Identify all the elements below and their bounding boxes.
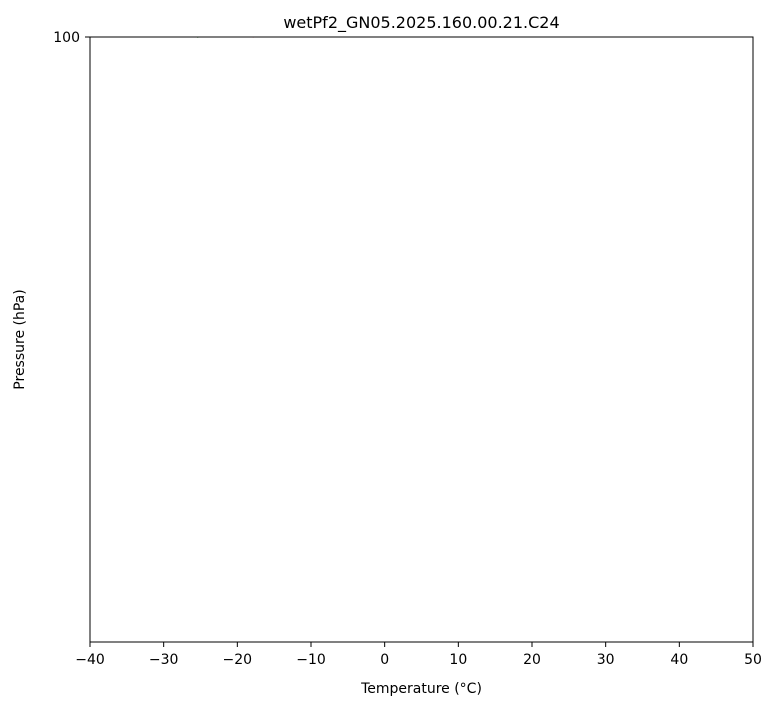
x-tick-label: 40 bbox=[670, 652, 688, 668]
x-tick-label: −40 bbox=[75, 652, 105, 668]
y-axis-label: Pressure (hPa) bbox=[12, 289, 28, 389]
x-tick-label: 10 bbox=[449, 652, 467, 668]
x-tick-label: −30 bbox=[149, 652, 179, 668]
chart-title: wetPf2_GN05.2025.160.00.21.C24 bbox=[283, 13, 559, 33]
x-tick-label: −20 bbox=[223, 652, 253, 668]
x-tick-label: 50 bbox=[744, 652, 762, 668]
x-axis-label: Temperature (°C) bbox=[360, 681, 482, 697]
x-tick-label: 30 bbox=[597, 652, 615, 668]
x-tick-label: 20 bbox=[523, 652, 541, 668]
x-tick-label: 0 bbox=[380, 652, 389, 668]
x-tick-label: −10 bbox=[296, 652, 326, 668]
y-tick-label: 100 bbox=[53, 30, 80, 46]
